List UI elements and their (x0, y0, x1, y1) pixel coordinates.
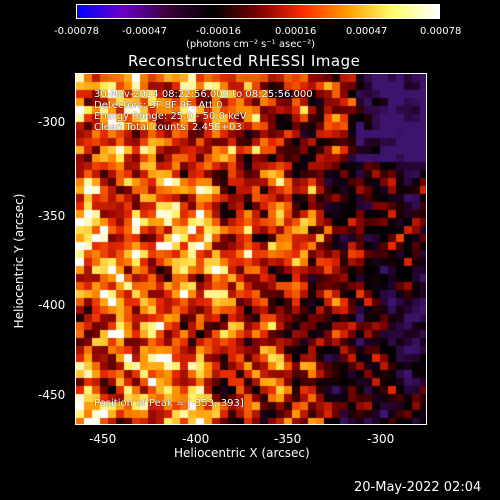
y-tick-label: -450 (38, 388, 66, 402)
plot-title: Reconstructed RHESSI Image (128, 52, 361, 70)
colorbar-units: (photons cm⁻² s⁻¹ asec⁻²) (186, 39, 316, 50)
y-tick-label: -400 (38, 298, 66, 312)
heatmap-image (76, 74, 426, 424)
time-range-annotation: 30-Nov-2014 08:22:56.000 to 08:25:56.000 (94, 89, 313, 100)
colorbar-tick: 0.00078 (420, 26, 462, 37)
colorbar (76, 4, 440, 19)
y-axis-label: Heliocentric Y (arcsec) (12, 193, 26, 329)
detectors-annotation: Detectors: 3F 8F 9F, Att 0 (94, 100, 223, 111)
colorbar-tick: -0.00016 (196, 26, 241, 37)
x-tick-label: -300 (367, 432, 395, 446)
x-tick-label: -450 (89, 432, 117, 446)
energy-annotation: Energy Range: 25.0 - 50.0 keV (94, 111, 247, 122)
clean-annotation: Clean Total counts: 2.45E+03 (94, 122, 242, 133)
colorbar-tick: 0.00047 (346, 26, 388, 37)
x-tick-label: -350 (274, 432, 302, 446)
colorbar-tick: -0.00047 (122, 26, 167, 37)
x-tick-label: -400 (182, 432, 210, 446)
y-tick-label: -350 (38, 209, 66, 223)
render-date: 20-May-2022 02:04 (354, 480, 482, 495)
x-axis-label: Heliocentric X (arcsec) (174, 446, 310, 460)
y-tick-label: -300 (38, 115, 66, 129)
peak-annotation: Position of Peak = [-353,-393] (94, 398, 244, 409)
colorbar-tick: -0.00078 (54, 26, 99, 37)
image-plot: 30-Nov-2014 08:22:56.000 to 08:25:56.000… (75, 73, 427, 425)
colorbar-tick: 0.00016 (275, 26, 317, 37)
